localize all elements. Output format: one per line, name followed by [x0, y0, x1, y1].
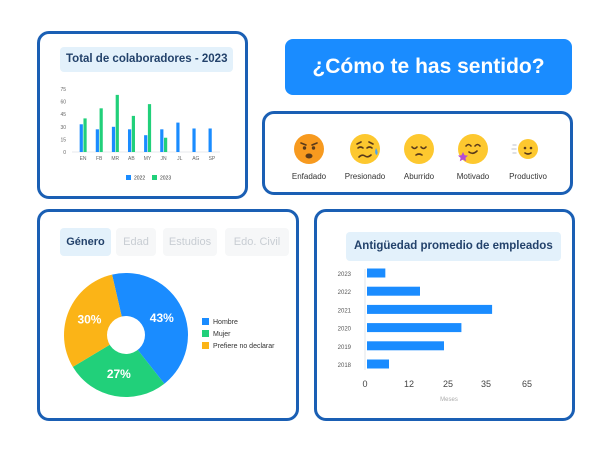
y-tick-label: 2019 [338, 345, 352, 351]
legend-swatch-mujer [202, 330, 209, 337]
legend-label: Prefiere no declarar [213, 343, 275, 350]
pie-slice-hombre [112, 273, 188, 384]
demographics-card: Género Edad Estudios Edo. Civil 43% 27% 30… [37, 209, 299, 421]
x-tick-label: 25 [443, 379, 453, 389]
mood-option-motivado[interactable]: Motivado [443, 132, 503, 181]
bar-2022-JN [160, 129, 164, 152]
mood-label: Productivo [509, 172, 547, 181]
tab-edo-civil[interactable]: Edo. Civil [225, 228, 289, 256]
x-tick-label: MR [111, 156, 119, 162]
mood-label: Aburrido [403, 172, 435, 181]
tenure-bar-2022 [367, 286, 420, 296]
employees-bar-chart: 0 15 30 45 60 75 EN FB MR AB MY JN JL AG SP 2022 2023 [60, 87, 220, 182]
pie-slice-percent-label: 30% [77, 312, 101, 326]
tenure-bar-chart: 2023 2022 2021 2020 2019 2018 0 12 25 35 65 Meses [338, 268, 532, 403]
bar-2023-MY [147, 104, 152, 152]
legend-swatch-prefiere-no-declarar [202, 342, 209, 349]
bar-2023-MR [115, 94, 119, 152]
bar-2023-JN [164, 137, 168, 152]
mood-option-productivo[interactable]: Productivo [498, 132, 558, 181]
legend-label-2023: 2023 [160, 176, 171, 182]
motivated-star-face-icon [458, 134, 488, 164]
y-tick-label: 2023 [338, 272, 352, 278]
bar-2022-AG [192, 128, 196, 152]
anxious-sweat-face-icon [350, 134, 380, 164]
tenure-bar-2023 [367, 268, 386, 278]
x-tick-label: JN [161, 156, 168, 162]
mood-option-presionado[interactable]: Presionado [335, 132, 395, 181]
tenure-bar-2021 [367, 304, 493, 314]
bored-face-icon [404, 134, 434, 164]
y-tick-label: 2021 [338, 308, 352, 314]
x-tick-label: SP [209, 156, 216, 162]
mood-question-banner: ¿Cómo te has sentido? [285, 39, 572, 95]
bar-2023-AB [131, 115, 135, 152]
bar-2022-FB [95, 129, 99, 152]
bar-2023-FB [99, 108, 103, 152]
bar-2022-JL [176, 122, 180, 152]
legend-label: Hombre [213, 319, 238, 326]
y-tick-label: 45 [60, 112, 66, 118]
x-tick-label: 0 [362, 379, 367, 389]
x-tick-label: 65 [522, 379, 532, 389]
y-tick-label: 2020 [338, 327, 352, 333]
x-tick-label: AG [192, 156, 199, 162]
donut-hole [107, 316, 145, 354]
x-tick-label: FB [96, 156, 103, 162]
bar-chart-title: Total de colaboradores - 2023 [60, 47, 234, 72]
legend-swatch-2022 [126, 175, 131, 180]
tenure-bar-2018 [367, 359, 389, 369]
legend-swatch-2023 [152, 175, 157, 180]
mood-label: Motivado [456, 172, 490, 181]
x-tick-label: EN [80, 156, 87, 162]
mood-label: Presionado [344, 172, 386, 181]
bar-2022-AB [127, 129, 132, 152]
legend-swatch-hombre [202, 318, 209, 325]
gender-pie-chart: 43% 27% 30% Hombre Mujer Prefiere no declarar [64, 273, 275, 397]
y-tick-label: 15 [60, 137, 66, 143]
bar-2023-EN [83, 118, 87, 152]
mood-options-card: Enfadado Presionado Aburrido Motivado Produc… [262, 111, 573, 195]
y-tick-label: 0 [63, 150, 66, 156]
pie-slice-mujer [72, 335, 165, 397]
mood-option-aburrido[interactable]: Aburrido [389, 132, 449, 181]
y-tick-label: 2018 [338, 363, 352, 369]
x-tick-label: 12 [404, 379, 414, 389]
tenure-bar-2020 [367, 323, 462, 333]
employees-bar-chart-card: Total de colaboradores - 2023 0 15 30 45 60 7… [37, 31, 248, 199]
x-tick-label: 35 [481, 379, 491, 389]
tab-estudios[interactable]: Estudios [163, 228, 217, 256]
y-tick-label: 2022 [338, 290, 352, 296]
bar-2022-MY [144, 135, 148, 152]
mood-label: Enfadado [291, 172, 327, 181]
tenure-bar-2019 [367, 341, 444, 351]
pie-slice-percent-label: 43% [150, 311, 174, 325]
mood-option-enfadado[interactable]: Enfadado [279, 132, 339, 181]
y-tick-label: 60 [60, 100, 66, 106]
tenure-chart-title: Antigüedad promedio de empleados [346, 232, 561, 261]
angry-face-icon [294, 134, 324, 164]
pie-slice-percent-label: 27% [107, 367, 131, 381]
bar-2022-EN [79, 124, 83, 152]
tab-genero[interactable]: Género [60, 228, 111, 256]
bar-2022-SP [208, 128, 212, 152]
bar-2022-MR [111, 126, 116, 152]
x-tick-label: JL [177, 156, 183, 162]
x-axis-label: Meses [440, 397, 458, 403]
y-tick-label: 30 [60, 125, 66, 131]
x-tick-label: MY [144, 156, 152, 162]
tenure-chart-card: Antigüedad promedio de empleados 2023 202… [314, 209, 575, 421]
y-tick-label: 75 [60, 87, 66, 93]
productive-dash-face-icon [511, 139, 538, 159]
legend-label: Mujer [213, 331, 231, 338]
x-tick-label: AB [128, 156, 135, 162]
legend-label-2022: 2022 [134, 176, 145, 182]
tab-edad[interactable]: Edad [116, 228, 156, 256]
